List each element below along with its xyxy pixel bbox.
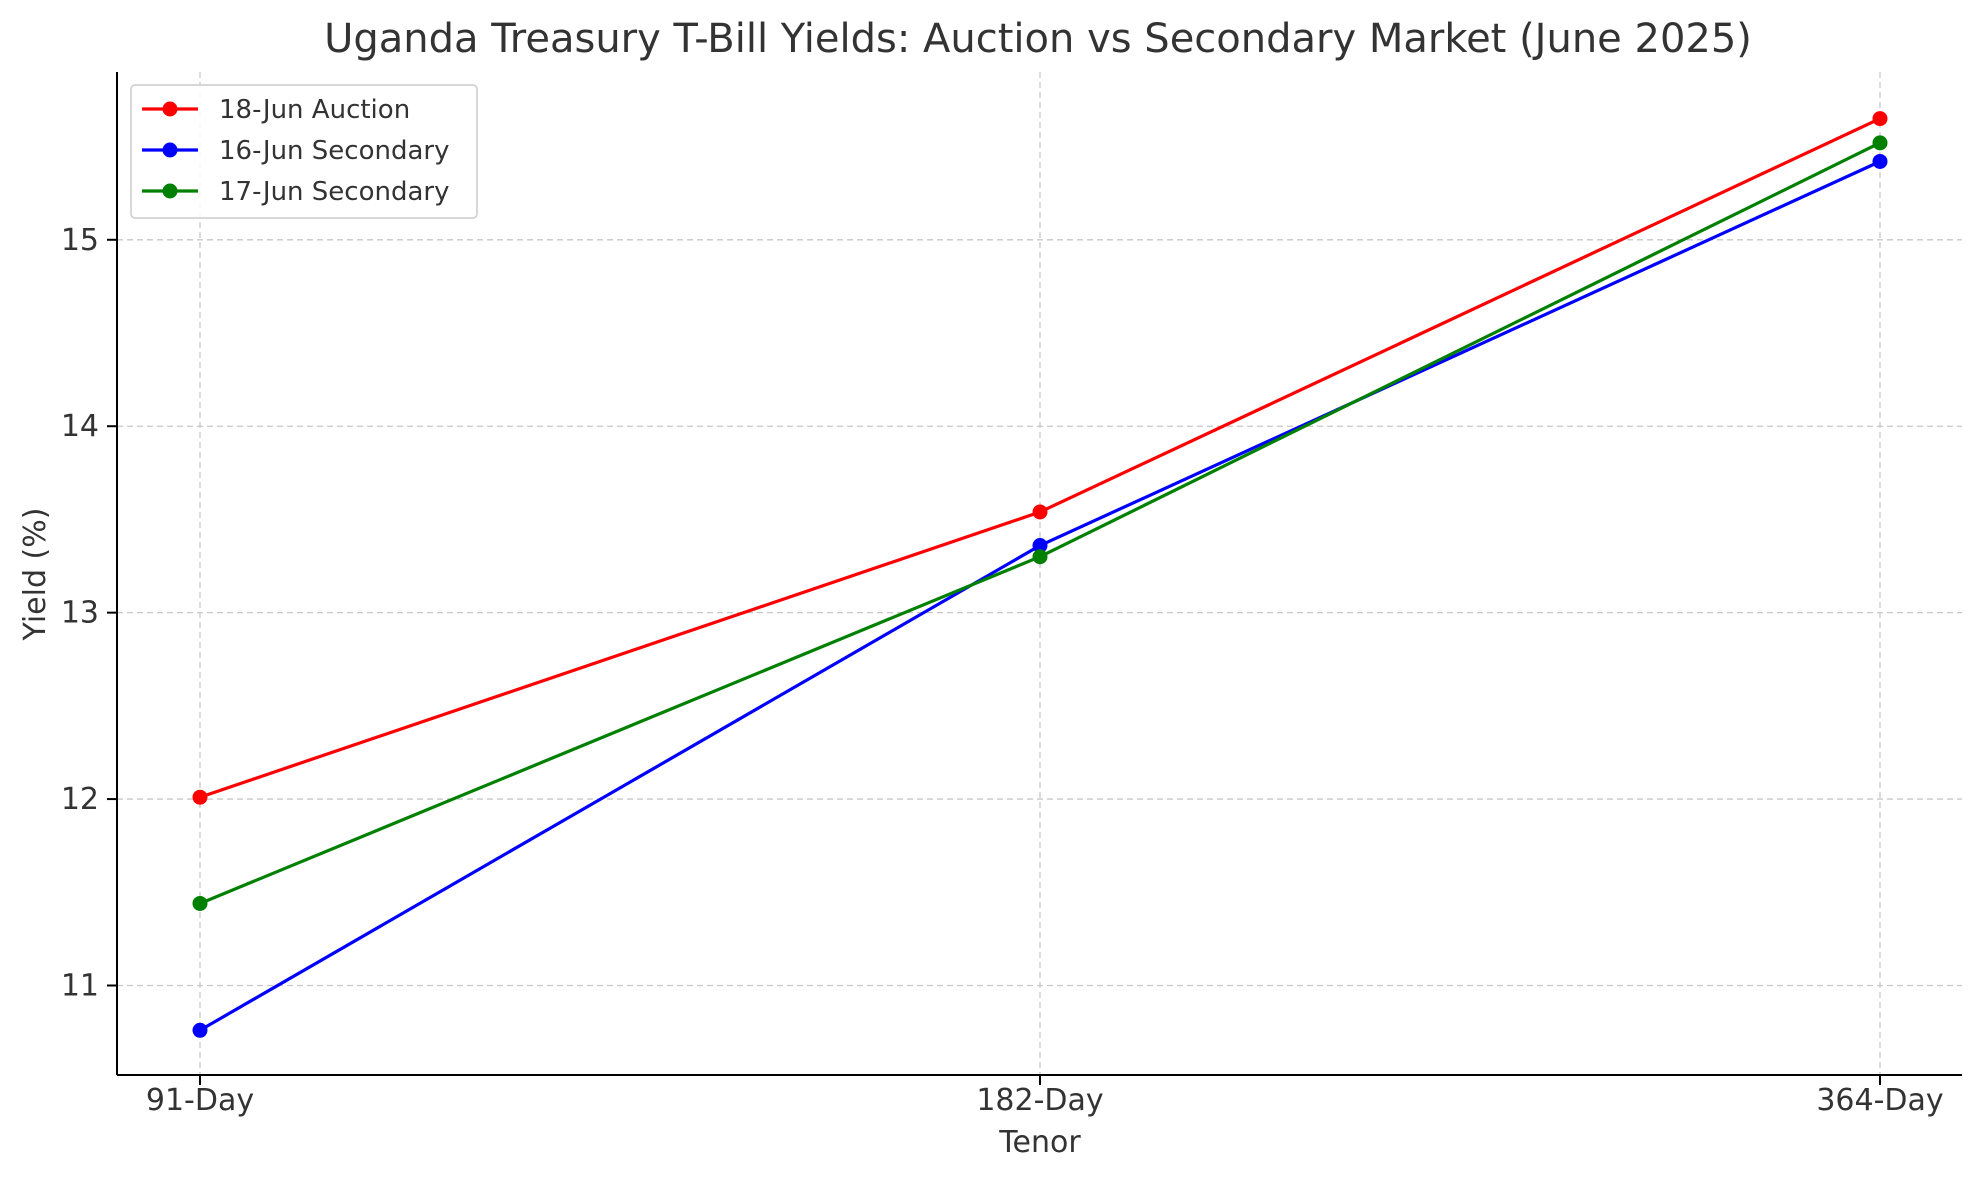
series-lines bbox=[192, 111, 1888, 1038]
legend-box bbox=[130, 84, 478, 219]
data-point bbox=[1872, 111, 1888, 127]
y-axis-label: Yield (%) bbox=[18, 508, 53, 642]
data-point bbox=[1872, 153, 1888, 169]
legend-marker bbox=[162, 101, 178, 117]
x-tick-label: 182-Day bbox=[976, 1083, 1103, 1118]
y-tick-label: 11 bbox=[61, 969, 99, 1004]
legend-marker bbox=[162, 142, 178, 158]
series-1 bbox=[192, 111, 1888, 805]
x-tick-label: 91-Day bbox=[146, 1083, 254, 1118]
data-point bbox=[1032, 549, 1048, 565]
y-tick-label: 14 bbox=[61, 409, 99, 444]
legend-item: 18-Jun Auction bbox=[142, 95, 410, 125]
data-point bbox=[1032, 538, 1048, 554]
data-point bbox=[192, 789, 208, 805]
data-point bbox=[192, 895, 208, 911]
x-tick-label: 364-Day bbox=[1816, 1083, 1943, 1118]
data-point bbox=[1032, 504, 1048, 520]
y-tick-label: 12 bbox=[61, 782, 99, 817]
x-axis-label: Tenor bbox=[998, 1125, 1081, 1160]
legend-item: 16-Jun Secondary bbox=[142, 136, 450, 166]
y-ticks: 11 12 13 14 15 bbox=[61, 223, 117, 1004]
y-tick-label: 13 bbox=[61, 596, 99, 631]
series-3 bbox=[192, 135, 1888, 911]
legend-label: 16-Jun Secondary bbox=[219, 136, 450, 166]
legend-label: 17-Jun Secondary bbox=[219, 177, 450, 207]
grid-lines bbox=[117, 72, 1962, 1075]
y-tick-label: 15 bbox=[61, 223, 99, 258]
legend-label: 18-Jun Auction bbox=[219, 95, 410, 125]
legend-item: 17-Jun Secondary bbox=[142, 177, 450, 207]
chart-title: Uganda Treasury T-Bill Yields: Auction v… bbox=[324, 16, 1752, 62]
legend-marker bbox=[162, 183, 178, 199]
data-point bbox=[1872, 135, 1888, 151]
x-ticks: 91-Day 182-Day 364-Day bbox=[146, 1075, 1944, 1118]
series-2 bbox=[192, 153, 1888, 1038]
legend: 18-Jun Auction 16-Jun Secondary 17-Jun Sec… bbox=[130, 84, 478, 219]
data-point bbox=[192, 1022, 208, 1038]
